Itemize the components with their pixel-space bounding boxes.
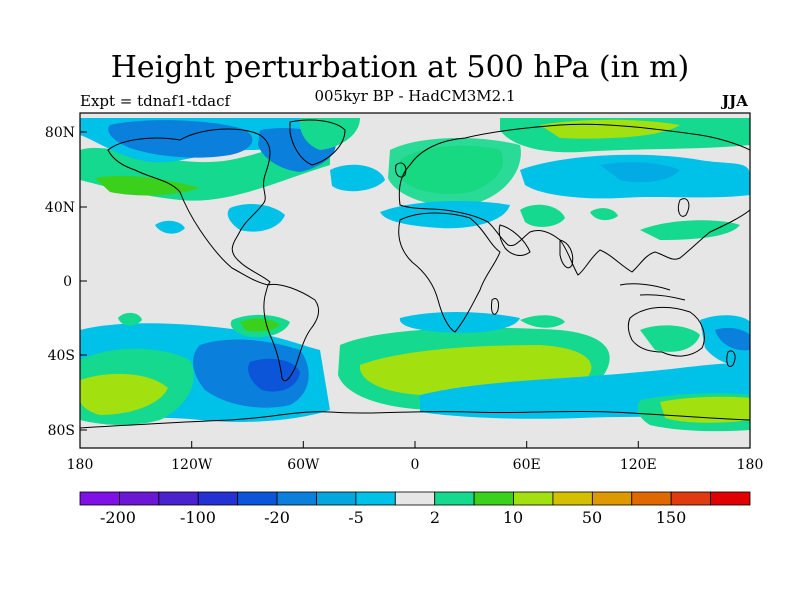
colorbar-label-7: 50	[582, 508, 602, 527]
greenland-coast	[289, 119, 346, 166]
colorbar-cell	[237, 491, 278, 506]
contour-greenland-teal	[299, 118, 360, 150]
lat-tick-0: 0	[63, 274, 72, 290]
contour-south-america-green	[240, 318, 280, 332]
lat-tick-40n: 40N	[45, 200, 75, 216]
contour-north-atlantic-yg	[95, 175, 200, 196]
axis-ticks	[79, 131, 751, 448]
colorbar-cell	[355, 491, 396, 506]
lon-tick-180e: 180	[737, 457, 764, 473]
india-coast	[559, 239, 574, 269]
colorbar-cell	[197, 491, 239, 506]
contour-fill-layer	[80, 118, 750, 432]
colorbar-label-3: -20	[264, 508, 290, 527]
contour-asia-teal-small	[590, 208, 618, 221]
indonesia-coast	[619, 283, 686, 301]
colorbar-cell	[552, 491, 593, 506]
antarctica-coast	[80, 410, 750, 429]
north-america-coast	[107, 128, 271, 286]
south-america-coast	[263, 283, 320, 382]
season-label: JJA	[722, 92, 748, 110]
australia-coast	[627, 306, 705, 357]
contour-mid-atlantic-blue	[330, 164, 385, 192]
colorbar-cell	[513, 491, 554, 506]
new-zealand-coast	[726, 350, 736, 367]
contour-europe-teal	[388, 138, 521, 206]
colorbar-label-4: -5	[348, 508, 364, 527]
colorbar-cell	[591, 491, 633, 506]
colorbar-cell	[710, 491, 751, 506]
colorbar-cell	[316, 491, 357, 506]
colorbar-label-8: 150	[656, 508, 687, 527]
contour-pacific-blue-left	[155, 220, 185, 234]
africa-coast	[398, 212, 501, 333]
colorbar-cell	[276, 491, 317, 506]
model-label: 005kyr BP - HadCM3M2.1	[314, 87, 516, 105]
colorbar-cell	[473, 491, 514, 506]
uk-coast	[395, 162, 407, 178]
colorbar-cell	[158, 491, 199, 506]
contour-central-asia-teal	[520, 204, 565, 227]
contour-siberia-blue	[520, 154, 750, 199]
lon-tick-0: 0	[411, 457, 420, 473]
colorbar-cell	[631, 491, 672, 506]
arabia-coast	[498, 224, 531, 256]
experiment-label: Expt = tdnaf1-tdacf	[80, 92, 231, 110]
colorbar-cell	[79, 491, 120, 506]
lat-tick-80s: 80S	[48, 423, 75, 439]
colorbar-label-1: -200	[100, 508, 136, 527]
contour-south-atlantic-blue-above	[399, 312, 520, 333]
map-title: Height perturbation at 500 hPa (in m)	[110, 50, 690, 85]
contour-nz-blue	[715, 327, 750, 351]
contour-indian-teal	[520, 315, 565, 328]
colorbar-label-6: 10	[503, 508, 523, 527]
lon-tick-120w: 120W	[171, 457, 213, 473]
lat-tick-80n: 80N	[45, 125, 75, 141]
lon-tick-120e: 120E	[620, 457, 657, 473]
lon-tick-60e: 60E	[513, 457, 541, 473]
contour-asia-blue2	[600, 162, 680, 183]
contour-nw-pacific-teal	[640, 220, 740, 240]
lon-tick-60w: 60W	[287, 457, 320, 473]
contour-pacific-teal-small	[118, 312, 142, 326]
contour-sw-pacific-yg	[80, 373, 168, 415]
madagascar-coast	[491, 297, 499, 315]
lon-tick-180w: 180	[67, 457, 94, 473]
colorbar-cell	[670, 491, 711, 506]
colorbar-cell	[119, 491, 160, 506]
contour-south-pacific-darkblue	[248, 358, 300, 392]
lat-tick-40s: 40S	[48, 348, 75, 364]
colorbar-cell	[394, 491, 436, 506]
colorbar	[79, 491, 751, 506]
colorbar-label-2: -100	[180, 508, 216, 527]
eurasia-coast	[398, 123, 750, 276]
contour-australia-teal	[640, 325, 700, 352]
coastline-layer	[80, 119, 750, 429]
japan-coast	[677, 198, 690, 217]
colorbar-cell	[434, 491, 475, 506]
colorbar-label-5: 2	[430, 508, 440, 527]
contour-na-east-blue	[227, 204, 285, 232]
